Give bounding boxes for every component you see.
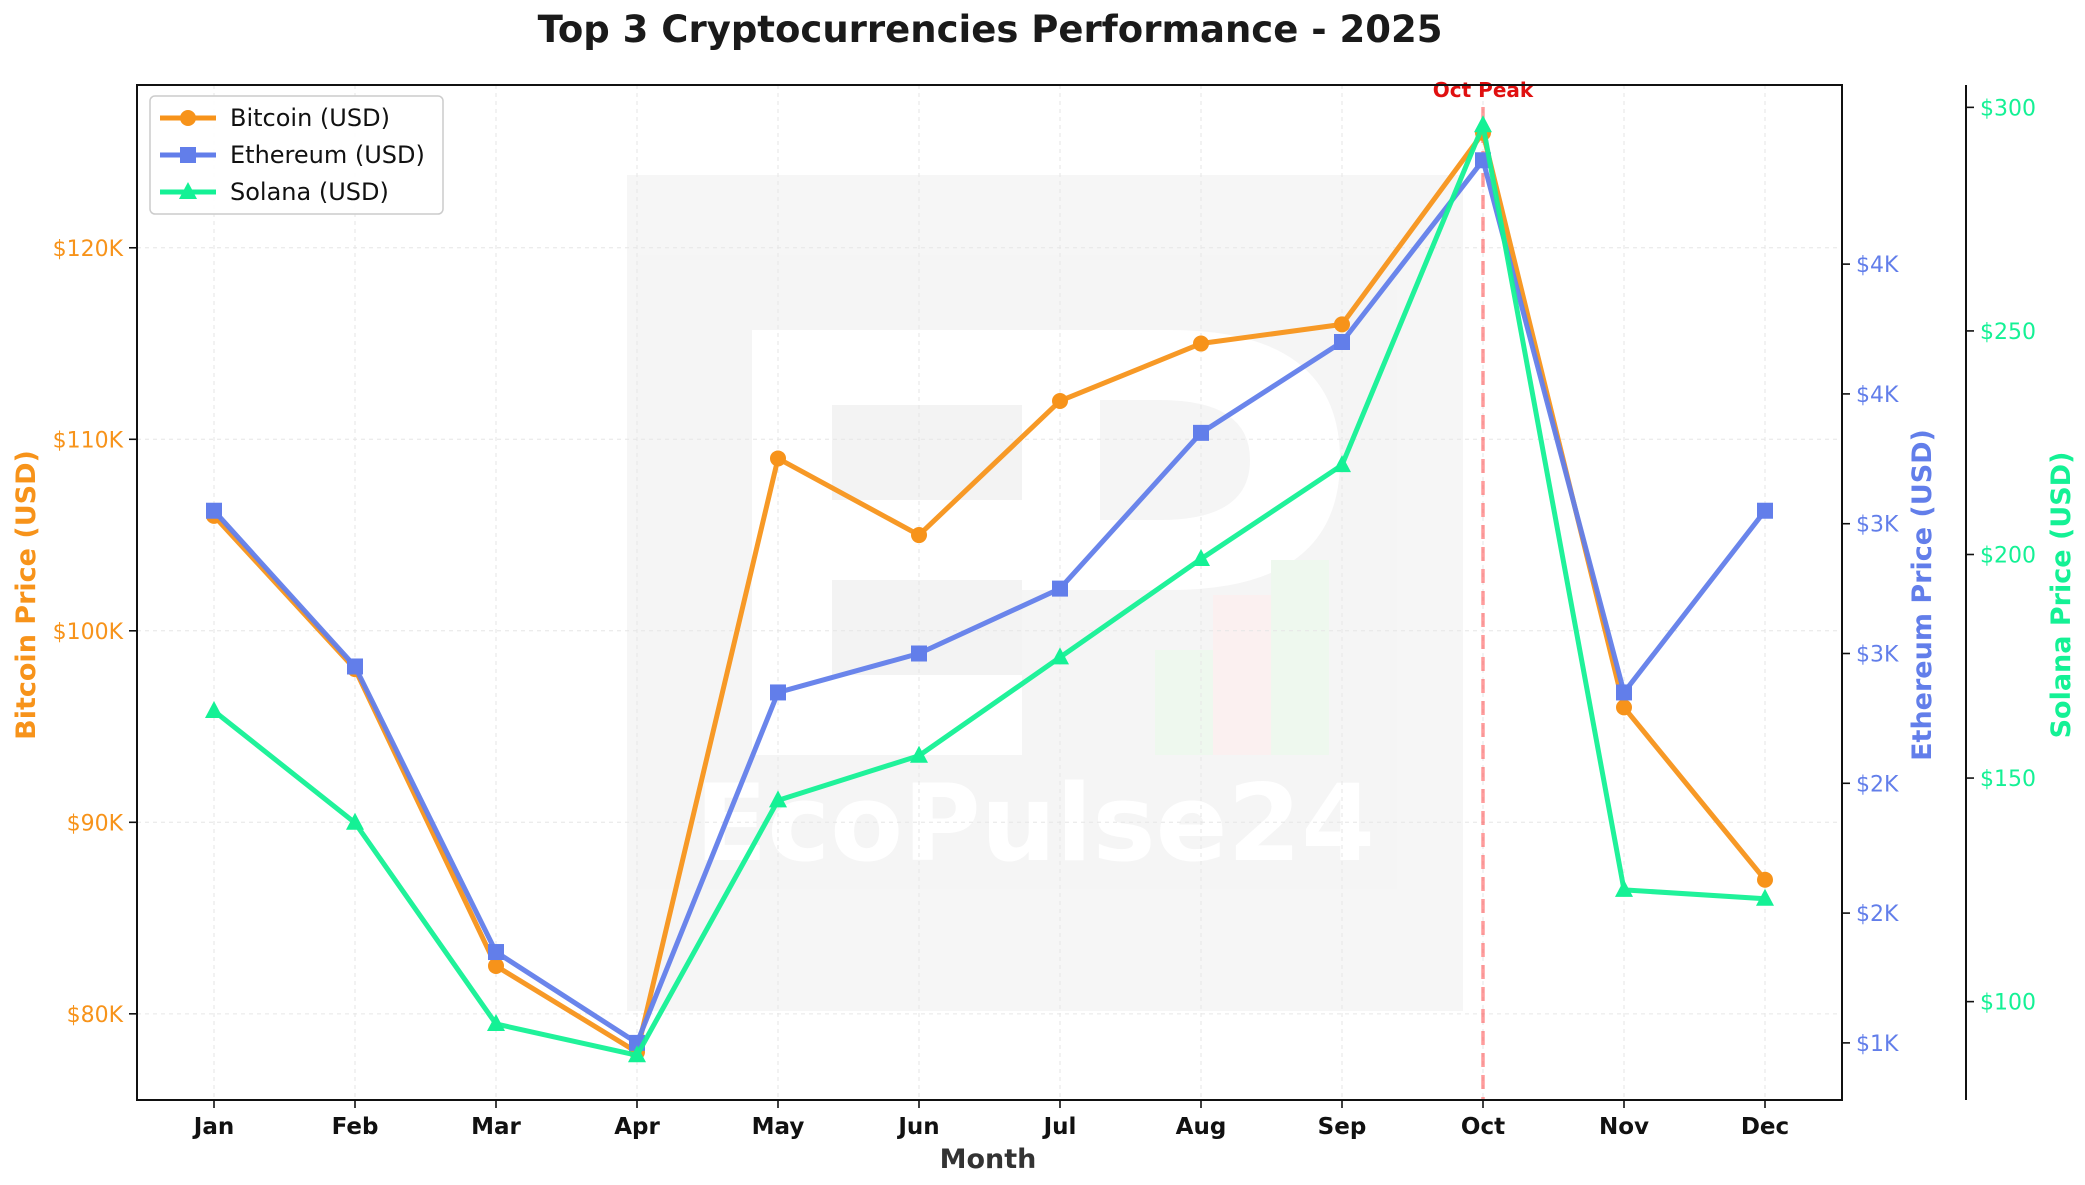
watermark-logo-e-gap1: [832, 405, 1022, 500]
data-point: [1615, 879, 1633, 897]
data-point: [1192, 548, 1210, 566]
y-tick-label-solana: $250: [1980, 320, 2036, 345]
data-point: [628, 1045, 646, 1063]
watermark: EcoPulse24: [627, 175, 1463, 1011]
legend-label: Ethereum (USD): [230, 141, 425, 169]
y-tick-label-bitcoin: $120K: [53, 237, 124, 262]
y-tick-label-ethereum: $3K: [1856, 643, 1899, 668]
y-tick-label-ethereum: $2K: [1856, 902, 1899, 927]
x-axis-label: Month: [940, 1144, 1037, 1175]
y-tick-label-solana: $100: [1980, 991, 2036, 1016]
y-tick-label-solana: $300: [1980, 96, 2036, 121]
x-tick-label: May: [752, 1114, 805, 1140]
annotation-layer: Oct Peak: [1433, 78, 1534, 1100]
data-point: [487, 1013, 505, 1031]
x-tick-label: Sep: [1318, 1114, 1367, 1140]
series-layer: [205, 115, 1774, 1063]
legend-item: Ethereum (USD): [160, 141, 425, 169]
x-tick-label: Aug: [1176, 1114, 1227, 1140]
legend-marker: [180, 110, 196, 126]
series-solana: [205, 115, 1774, 1063]
x-tick-label: Oct: [1461, 1114, 1505, 1140]
grid: [137, 85, 1842, 1100]
legend-item: Solana (USD): [160, 178, 389, 206]
legend: Bitcoin (USD) Ethereum (USD) Solana (USD): [149, 95, 444, 215]
y-axis-solana: $100 $150 $200 $250 $300: [1965, 85, 2036, 1100]
data-point: [205, 700, 223, 718]
legend-label: Solana (USD): [230, 178, 389, 206]
x-tick-label: Jul: [1042, 1114, 1077, 1140]
series-line: [211, 122, 1768, 1058]
data-point: [911, 645, 927, 662]
data-point: [346, 812, 364, 830]
data-point: [1757, 502, 1773, 519]
y-axis-label-solana: Solana Price (USD): [2046, 452, 2077, 739]
y-tick-label-bitcoin: $80K: [67, 1003, 124, 1028]
data-point: [488, 957, 504, 974]
data-point: [1052, 580, 1068, 597]
legend-item: Bitcoin (USD): [160, 104, 390, 132]
legend-marker: [180, 147, 196, 163]
data-point: [1333, 455, 1351, 473]
watermark-logo-e: [752, 330, 1022, 755]
y-tick-label-bitcoin: $100K: [53, 620, 124, 645]
data-point: [1756, 888, 1774, 906]
data-point: [769, 790, 787, 808]
data-point: [1052, 392, 1068, 409]
x-tick-label: Mar: [471, 1114, 521, 1140]
legend-label: Bitcoin (USD): [230, 104, 390, 132]
data-point: [770, 684, 786, 701]
legend-box: [149, 95, 444, 215]
data-point: [1757, 871, 1773, 888]
oct-peak-label: Oct Peak: [1433, 78, 1534, 102]
data-point: [1616, 699, 1632, 716]
y-tick-label-ethereum: $4K: [1856, 253, 1899, 278]
data-point: [1051, 647, 1069, 665]
data-point: [1334, 316, 1350, 333]
x-axis: Jan Feb Mar Apr May Jun Jul Aug Sep Oct Nov Dec: [192, 1100, 1789, 1140]
x-tick-label: Nov: [1599, 1114, 1649, 1140]
y-tick-label-ethereum: $3K: [1856, 513, 1899, 538]
data-point: [347, 658, 363, 675]
data-point: [1616, 684, 1632, 701]
data-point: [488, 944, 504, 961]
y-tick-label-solana: $150: [1980, 767, 2036, 792]
legend-marker: [179, 182, 197, 199]
watermark-text: EcoPulse24: [695, 762, 1375, 885]
data-point: [1193, 335, 1209, 352]
y-axis-label-bitcoin: Bitcoin Price (USD): [11, 450, 42, 740]
watermark-bar-red: [1213, 595, 1271, 755]
y-tick-label-ethereum: $4K: [1856, 383, 1899, 408]
y-axis-ethereum: $1K $2K $2K $3K $3K $4K $4K: [1842, 253, 1899, 1057]
data-point: [911, 527, 927, 544]
x-tick-label: Jan: [192, 1114, 234, 1140]
y-tick-label-ethereum: $2K: [1856, 772, 1899, 797]
y-axis-bitcoin: $80K $90K $100K $110K $120K: [53, 237, 137, 1028]
y-tick-label-ethereum: $1K: [1856, 1032, 1899, 1057]
data-point: [770, 450, 786, 467]
data-point: [206, 502, 222, 519]
series-line: [211, 130, 1768, 1055]
data-point: [1193, 424, 1209, 441]
data-point: [910, 745, 928, 763]
y-tick-label-bitcoin: $110K: [53, 428, 124, 453]
y-tick-label-bitcoin: $90K: [67, 811, 124, 836]
y-tick-label-solana: $200: [1980, 543, 2036, 568]
x-tick-label: Feb: [332, 1114, 379, 1140]
watermark-bar-green: [1155, 650, 1213, 755]
data-point: [1474, 115, 1492, 133]
chart-title: Top 3 Cryptocurrencies Performance - 202…: [538, 8, 1443, 51]
x-tick-label: Jun: [896, 1114, 939, 1140]
plot-frame: [136, 84, 1843, 1101]
data-point: [1334, 333, 1350, 350]
y-axis-label-ethereum: Ethereum Price (USD): [1907, 429, 1938, 761]
x-tick-label: Apr: [614, 1114, 660, 1140]
watermark-bar-green2: [1271, 560, 1329, 755]
x-tick-label: Dec: [1741, 1114, 1789, 1140]
